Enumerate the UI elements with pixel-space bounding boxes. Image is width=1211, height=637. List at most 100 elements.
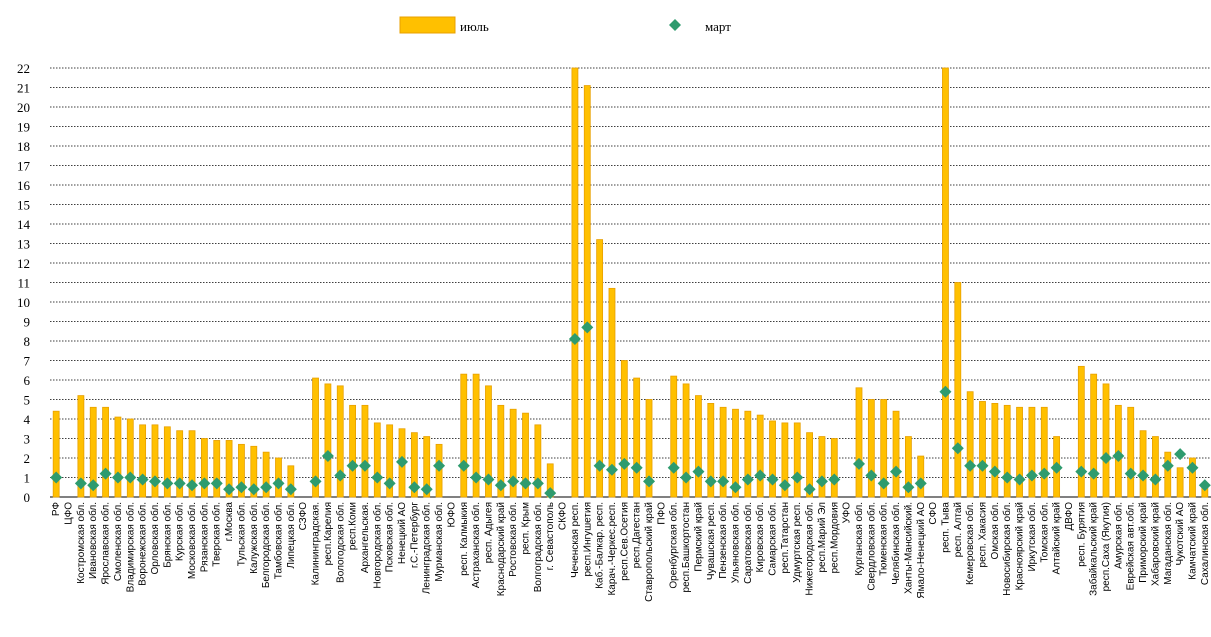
x-tick-label: Хабаровский край [1149, 502, 1161, 586]
marker [1149, 473, 1162, 486]
marker [1112, 450, 1125, 463]
bar [620, 360, 628, 498]
bar [472, 373, 480, 498]
x-tick-label: Тульская обл. [235, 502, 247, 566]
x-tick-label: респ. Адыгея [483, 502, 494, 563]
y-tick-label: 17 [17, 159, 31, 174]
x-tick-label: Вологодская обл. [334, 502, 346, 583]
marker [852, 457, 865, 470]
x-tick-label: Брянская обл. [161, 502, 173, 568]
bar [361, 404, 369, 498]
x-tick-label: Приморский край [1138, 502, 1149, 583]
bar [769, 420, 776, 498]
x-tick-label: СЗФО [298, 502, 309, 531]
bar [423, 436, 431, 498]
x-tick-label: г.С.-Петербург [408, 502, 420, 569]
x-tick-label: Саратовская обл. [742, 502, 754, 584]
marker [420, 483, 433, 496]
marker [581, 321, 594, 334]
x-tick-label: Самарская обл. [767, 502, 779, 576]
bar [89, 406, 97, 498]
marker [74, 477, 87, 490]
marker [470, 471, 483, 484]
bar [52, 410, 60, 498]
marker [643, 475, 656, 488]
bar [139, 424, 147, 498]
y-tick-label: 10 [17, 295, 30, 310]
y-tick-label: 18 [17, 139, 30, 154]
x-tick-label: респ. Бурятия [1076, 502, 1087, 567]
marker [939, 385, 952, 398]
y-tick-label: 7 [24, 354, 31, 369]
marker [729, 481, 742, 494]
x-tick-label: респ.Дагестан [632, 502, 643, 568]
bar [77, 395, 85, 498]
bar [633, 377, 641, 498]
marker [321, 450, 334, 463]
x-tick-label: РФ [51, 502, 62, 517]
x-tick-label: Рязанская обл. [198, 502, 210, 572]
marker [951, 442, 964, 455]
marker [1075, 465, 1088, 478]
x-tick-label: СКФО [558, 502, 569, 530]
x-tick-label: респ.Марий Эл [817, 502, 828, 573]
legend-label: март [705, 19, 731, 34]
x-tick-label: Владимирская обл. [124, 502, 136, 592]
marker [544, 487, 557, 500]
x-tick-label: Астраханская обл. [470, 502, 482, 588]
x-tick-label: ПФО [656, 502, 667, 525]
marker [173, 477, 186, 490]
x-tick-label: Ивановская обл. [87, 502, 99, 579]
marker [1124, 467, 1137, 480]
y-tick-label: 4 [24, 412, 31, 427]
marker [976, 459, 989, 472]
bar [287, 465, 295, 498]
marker [284, 483, 297, 496]
bar [806, 432, 813, 498]
marker [235, 481, 248, 494]
marker [1100, 452, 1113, 464]
bar [1102, 383, 1110, 498]
bar [163, 426, 171, 498]
y-tick-label: 16 [17, 178, 31, 193]
x-tick-label: Ямало-Ненецкий АО [916, 502, 927, 599]
x-tick-label: СФО [928, 502, 939, 525]
marker [680, 471, 693, 484]
x-tick-label: Ярославская обл. [100, 502, 112, 585]
bar [250, 445, 258, 498]
bar [1040, 406, 1048, 498]
marker [519, 477, 532, 490]
marker [161, 477, 174, 490]
x-tick-label: Пермский край [693, 502, 704, 572]
bar [991, 402, 999, 498]
marker [630, 461, 643, 474]
bar [460, 373, 468, 498]
x-tick-label: Ростовская обл. [507, 502, 519, 577]
marker [568, 333, 581, 346]
marker [741, 473, 754, 486]
bar [238, 443, 245, 498]
marker [704, 475, 717, 488]
marker [1198, 479, 1211, 492]
marker [531, 477, 544, 490]
x-tick-label: Тамбовская обл. [272, 502, 284, 579]
marker [1087, 467, 1100, 480]
x-tick-label: Камчатский край [1187, 502, 1198, 580]
marker [778, 479, 791, 492]
legend-swatch [399, 16, 456, 34]
marker [457, 459, 470, 472]
marker [1161, 459, 1174, 472]
marker [309, 475, 322, 488]
marker [1038, 467, 1051, 480]
bar [213, 440, 221, 498]
marker [1013, 473, 1026, 486]
legend-marker [669, 19, 681, 31]
x-tick-label: Еврейская авт.обл. [1125, 502, 1137, 590]
x-tick-label: ЦФО [64, 502, 75, 525]
bar [262, 451, 270, 498]
x-tick-label: Курганская обл. [853, 502, 865, 576]
marker [186, 479, 199, 492]
x-tick-label: Чувашская респ. [706, 502, 717, 580]
bar [188, 430, 196, 498]
